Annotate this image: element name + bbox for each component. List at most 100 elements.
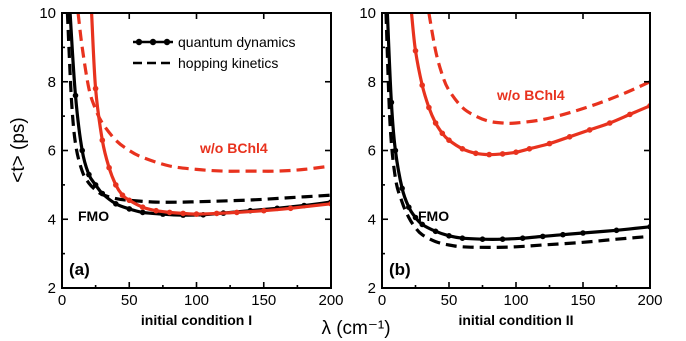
data-point-w-o-bchl4-quantum-dynamics: [566, 134, 573, 140]
annotation-w-o-bchl4: w/o BChl4: [199, 140, 268, 156]
x-tick-label: 150: [251, 292, 276, 309]
data-point-fmo-quantum-dynamics: [580, 230, 586, 236]
series-line-fmo-hopping-kinetics: [65, 13, 331, 204]
data-point-fmo-quantum-dynamics: [406, 204, 412, 210]
legend-quantum-dot: [149, 38, 157, 46]
plot-area: [65, 13, 331, 218]
x-axis-label: initial condition II: [458, 312, 573, 328]
data-point-fmo-quantum-dynamics: [519, 235, 526, 241]
data-point-w-o-bchl4-quantum-dynamics: [446, 137, 452, 143]
y-tick-label: 6: [48, 143, 56, 160]
data-point-fmo-quantum-dynamics: [86, 171, 92, 178]
data-point-fmo-quantum-dynamics: [92, 182, 99, 188]
data-point-fmo-quantum-dynamics: [446, 233, 452, 239]
panel-b: 0 50 100 150 200 2 4 6 8 10 initial condition II (b…: [359, 5, 662, 328]
x-axis-shared-label: λ (cm⁻¹): [321, 318, 390, 339]
x-tick-label: 150: [570, 292, 595, 309]
data-point-fmo-quantum-dynamics: [432, 228, 439, 235]
data-point-w-o-bchl4-quantum-dynamics: [92, 85, 99, 92]
data-point-w-o-bchl4-quantum-dynamics: [419, 82, 426, 88]
legend-hopping-label: hopping kinetics: [178, 55, 278, 71]
annotation-w-o-bchl4: w/o BChl4: [496, 87, 565, 103]
data-point-w-o-bchl4-quantum-dynamics: [607, 120, 613, 126]
data-point-w-o-bchl4-quantum-dynamics: [234, 209, 240, 216]
data-point-w-o-bchl4-quantum-dynamics: [287, 205, 294, 212]
data-point-fmo-quantum-dynamics: [72, 92, 79, 99]
series-line-w-o-bchl4-hopping-kinetics: [427, 13, 650, 125]
annotation-fmo: FMO: [418, 208, 449, 224]
data-point-fmo-quantum-dynamics: [126, 206, 133, 212]
series-line-fmo-hopping-kinetics: [384, 13, 650, 250]
y-tick-label: 8: [368, 74, 376, 91]
legend-quantum-label: quantum dynamics: [178, 34, 296, 50]
series-line-fmo-quantum-dynamics: [385, 13, 650, 241]
y-tick-label: 4: [48, 211, 56, 228]
data-point-fmo-quantum-dynamics: [499, 236, 506, 242]
y-tick-label: 10: [359, 5, 376, 22]
data-point-fmo-quantum-dynamics: [613, 227, 620, 234]
data-point-w-o-bchl4-quantum-dynamics: [139, 204, 146, 210]
data-point-fmo-quantum-dynamics: [139, 209, 146, 216]
x-axis-label: initial condition I: [141, 312, 252, 328]
x-tick-label: 200: [318, 292, 343, 309]
x-tick-label: 100: [184, 292, 209, 309]
panel-label: (b): [389, 260, 411, 279]
y-tick-label: 4: [368, 211, 376, 228]
y-tick-label: 10: [39, 5, 56, 22]
y-tick-label: 2: [48, 280, 56, 297]
data-point-fmo-quantum-dynamics: [412, 214, 419, 221]
data-point-w-o-bchl4-quantum-dynamics: [627, 111, 633, 118]
data-point-w-o-bchl4-quantum-dynamics: [499, 151, 506, 157]
x-tick-label: 50: [441, 292, 458, 309]
data-point-w-o-bchl4-quantum-dynamics: [546, 140, 553, 147]
x-tick-label: 0: [58, 292, 66, 309]
data-point-fmo-quantum-dynamics: [392, 147, 399, 154]
x-tick-label: 50: [121, 292, 138, 309]
panel-a: 0 50 100 150 200 2 4 6 8 10 initial condition I (a)…: [39, 5, 343, 328]
plot-area: [384, 13, 650, 250]
panel-label: (a): [69, 260, 90, 279]
data-point-w-o-bchl4-quantum-dynamics: [459, 146, 466, 152]
data-point-w-o-bchl4-quantum-dynamics: [166, 209, 173, 216]
data-point-fmo-quantum-dynamics: [399, 185, 405, 192]
data-point-w-o-bchl4-quantum-dynamics: [119, 192, 126, 198]
y-tick-label: 6: [368, 143, 376, 160]
y-tick-label: 2: [368, 280, 376, 297]
data-point-w-o-bchl4-quantum-dynamics: [426, 104, 432, 111]
data-point-fmo-quantum-dynamics: [459, 235, 466, 241]
annotation-fmo: FMO: [78, 208, 109, 224]
data-point-w-o-bchl4-quantum-dynamics: [99, 137, 106, 143]
data-point-w-o-bchl4-quantum-dynamics: [586, 127, 593, 133]
x-tick-label: 200: [637, 292, 662, 309]
data-point-fmo-quantum-dynamics: [113, 201, 119, 207]
data-point-fmo-quantum-dynamics: [79, 147, 85, 154]
data-point-w-o-bchl4-quantum-dynamics: [153, 207, 159, 214]
data-point-w-o-bchl4-quantum-dynamics: [193, 211, 200, 217]
data-point-w-o-bchl4-quantum-dynamics: [526, 146, 533, 152]
data-point-w-o-bchl4-quantum-dynamics: [113, 182, 119, 188]
legend: quantum dynamics hopping kinetics: [133, 34, 296, 71]
x-tick-label: 0: [378, 292, 386, 309]
data-point-w-o-bchl4-quantum-dynamics: [486, 151, 493, 158]
data-point-w-o-bchl4-quantum-dynamics: [473, 150, 479, 157]
data-point-fmo-quantum-dynamics: [560, 231, 566, 238]
data-point-w-o-bchl4-quantum-dynamics: [180, 210, 186, 217]
series-line-w-o-bchl4-hopping-kinetics: [76, 13, 331, 173]
data-point-fmo-quantum-dynamics: [540, 233, 546, 240]
y-axis-label: <t> (ps): [8, 117, 29, 182]
legend-quantum-dot: [135, 38, 143, 46]
data-point-fmo-quantum-dynamics: [479, 236, 486, 242]
y-tick-label: 8: [48, 74, 56, 91]
data-point-w-o-bchl4-quantum-dynamics: [412, 48, 419, 54]
data-point-w-o-bchl4-quantum-dynamics: [513, 149, 519, 155]
x-tick-label: 100: [503, 292, 528, 309]
legend-quantum-dot: [163, 38, 171, 46]
data-point-w-o-bchl4-quantum-dynamics: [213, 210, 220, 217]
data-point-fmo-quantum-dynamics: [419, 221, 426, 228]
data-point-w-o-bchl4-quantum-dynamics: [432, 120, 439, 126]
data-point-w-o-bchl4-quantum-dynamics: [106, 164, 112, 171]
data-point-w-o-bchl4-quantum-dynamics: [261, 207, 267, 214]
data-point-w-o-bchl4-quantum-dynamics: [126, 197, 133, 204]
data-point-w-o-bchl4-quantum-dynamics: [439, 130, 446, 137]
